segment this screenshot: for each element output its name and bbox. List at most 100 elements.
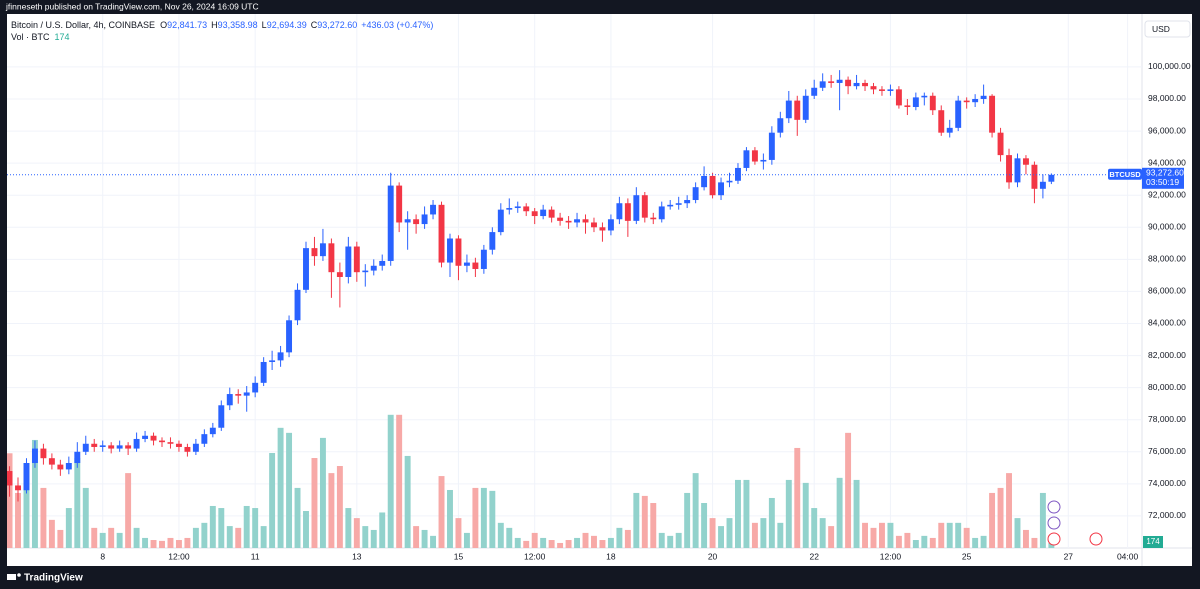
volume-bar — [785, 479, 792, 548]
candle-body — [946, 127, 953, 133]
candle-body — [658, 206, 665, 220]
volume-bar — [743, 479, 750, 548]
candle-body — [1022, 158, 1029, 165]
candle-body — [624, 203, 631, 221]
volume-value: 174 — [55, 32, 70, 42]
candle-body — [345, 246, 352, 277]
candle-body — [362, 270, 369, 273]
candle-body — [150, 435, 157, 441]
candle-body — [692, 187, 699, 201]
candle-body — [760, 159, 767, 162]
volume-bar — [828, 526, 835, 548]
symbol-tag-label: BTCUSD — [1109, 170, 1141, 179]
volume-bar — [574, 537, 581, 548]
candle-body — [82, 443, 89, 452]
volume-bar — [243, 505, 250, 548]
candle-body — [277, 352, 284, 361]
grid — [7, 14, 1142, 548]
volume-bar — [108, 527, 115, 548]
currency-button[interactable] — [1144, 20, 1191, 38]
volume-bar — [133, 527, 140, 548]
legend-header: Bitcoin / U.S. Dollar, 4h, COINBASE O92,8… — [11, 20, 433, 30]
candle-body — [726, 180, 733, 183]
volume-bar — [370, 529, 377, 548]
volume-bar — [91, 527, 98, 548]
volume-bar — [650, 503, 657, 548]
candle-body — [811, 87, 818, 96]
volume-bar — [777, 522, 784, 548]
legend-value: 93,358.98 — [218, 20, 258, 30]
candle-body — [74, 451, 81, 464]
volume-bar — [718, 526, 724, 548]
event-icon[interactable] — [1047, 532, 1061, 546]
y-tick-label: 84,000.00 — [1148, 318, 1186, 328]
volume-bar — [641, 495, 648, 548]
volume-bar — [362, 526, 369, 548]
candle-body — [48, 458, 55, 465]
x-tick-label: 20 — [708, 551, 718, 561]
candle-body — [65, 463, 72, 470]
volume-bar — [768, 497, 775, 548]
candle-body — [370, 265, 377, 271]
candle-body — [591, 222, 597, 228]
currency-label[interactable]: USD — [1152, 24, 1170, 34]
volume-bar — [811, 508, 818, 548]
volume-bar — [1031, 537, 1038, 548]
volume-bar — [836, 477, 843, 548]
candle-body — [404, 219, 411, 223]
x-tick-label: 15 — [454, 551, 464, 561]
candle-body — [582, 219, 589, 223]
volume-bar — [201, 522, 208, 548]
candle-body — [743, 150, 750, 168]
candle-body — [701, 175, 708, 188]
candle-body — [650, 217, 657, 220]
candle-body — [438, 204, 445, 263]
volume-bar — [167, 537, 174, 548]
volume-bar — [336, 466, 343, 548]
volume-bar — [328, 473, 335, 548]
candle-body — [565, 220, 572, 223]
volume-bar — [15, 492, 21, 548]
candle-body — [133, 438, 140, 449]
volume-bar — [48, 519, 55, 548]
event-icon[interactable] — [1047, 516, 1061, 530]
volume-bar — [159, 540, 165, 548]
y-tick-label: 82,000.00 — [1148, 350, 1186, 360]
candle-body — [785, 100, 792, 119]
volume-bar — [57, 529, 64, 548]
event-icon[interactable] — [1089, 532, 1103, 546]
candle-body — [201, 434, 208, 444]
volume-bar — [963, 527, 970, 548]
candle-body — [904, 105, 911, 108]
candle-body — [489, 232, 496, 250]
y-tick-label: 78,000.00 — [1148, 414, 1186, 424]
volume-bar — [277, 427, 284, 548]
volume-bar — [463, 532, 470, 548]
candle-body — [57, 464, 64, 470]
volume-bar — [751, 522, 758, 548]
logo-mark — [17, 573, 21, 577]
volume-bar — [430, 535, 437, 548]
legend-value: 92,694.39 — [267, 20, 307, 30]
volume-bar — [599, 540, 606, 548]
volume-bar — [1014, 518, 1021, 548]
volume-bar — [235, 527, 242, 548]
y-tick-label: 74,000.00 — [1148, 478, 1186, 488]
candle-body — [243, 392, 250, 396]
volume-bar — [845, 432, 852, 548]
candle-body — [574, 219, 581, 223]
candle-body — [819, 81, 826, 88]
candle-body — [116, 445, 123, 449]
volume-bar — [675, 532, 682, 548]
candle-body — [989, 95, 996, 133]
legend-key: C — [311, 20, 318, 30]
candle-body — [895, 89, 902, 106]
candle-body — [15, 485, 21, 491]
y-tick-label: 76,000.00 — [1148, 446, 1186, 456]
volume-bar — [514, 537, 521, 548]
candle-body — [794, 100, 801, 120]
candle-body — [862, 82, 868, 87]
volume-bar — [252, 508, 259, 548]
event-icon[interactable] — [1047, 500, 1061, 514]
